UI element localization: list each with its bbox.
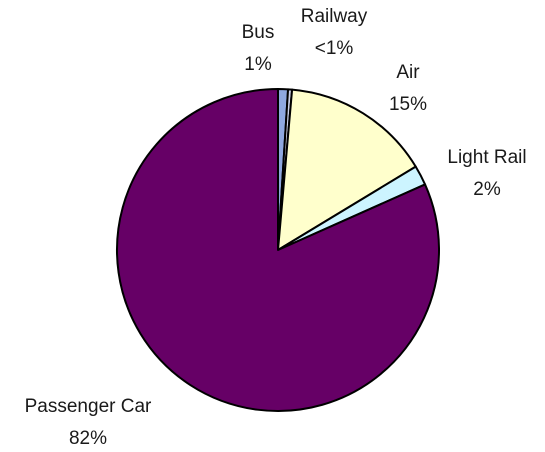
pie-slice-air: [277, 88, 417, 251]
pie-slice-passenger-car: [116, 88, 440, 412]
slice-value-bus: 1%: [244, 54, 272, 75]
slice-label-light-rail: Light Rail: [447, 147, 526, 168]
slice-label-passenger-car: Passenger Car: [25, 396, 152, 417]
slice-label-railway: Railway: [301, 6, 368, 27]
slice-label-bus: Bus: [242, 22, 275, 43]
slice-value-passenger-car: 82%: [69, 428, 107, 449]
pie-labels: Bus 1% Railway <1% Air 15% Light Rail 2% Passeng…: [25, 6, 527, 449]
slice-value-railway: <1%: [315, 38, 354, 59]
pie-slices: [116, 88, 440, 412]
slice-label-air: Air: [396, 62, 420, 83]
slice-value-air: 15%: [389, 94, 427, 115]
slice-value-light-rail: 2%: [473, 179, 501, 200]
